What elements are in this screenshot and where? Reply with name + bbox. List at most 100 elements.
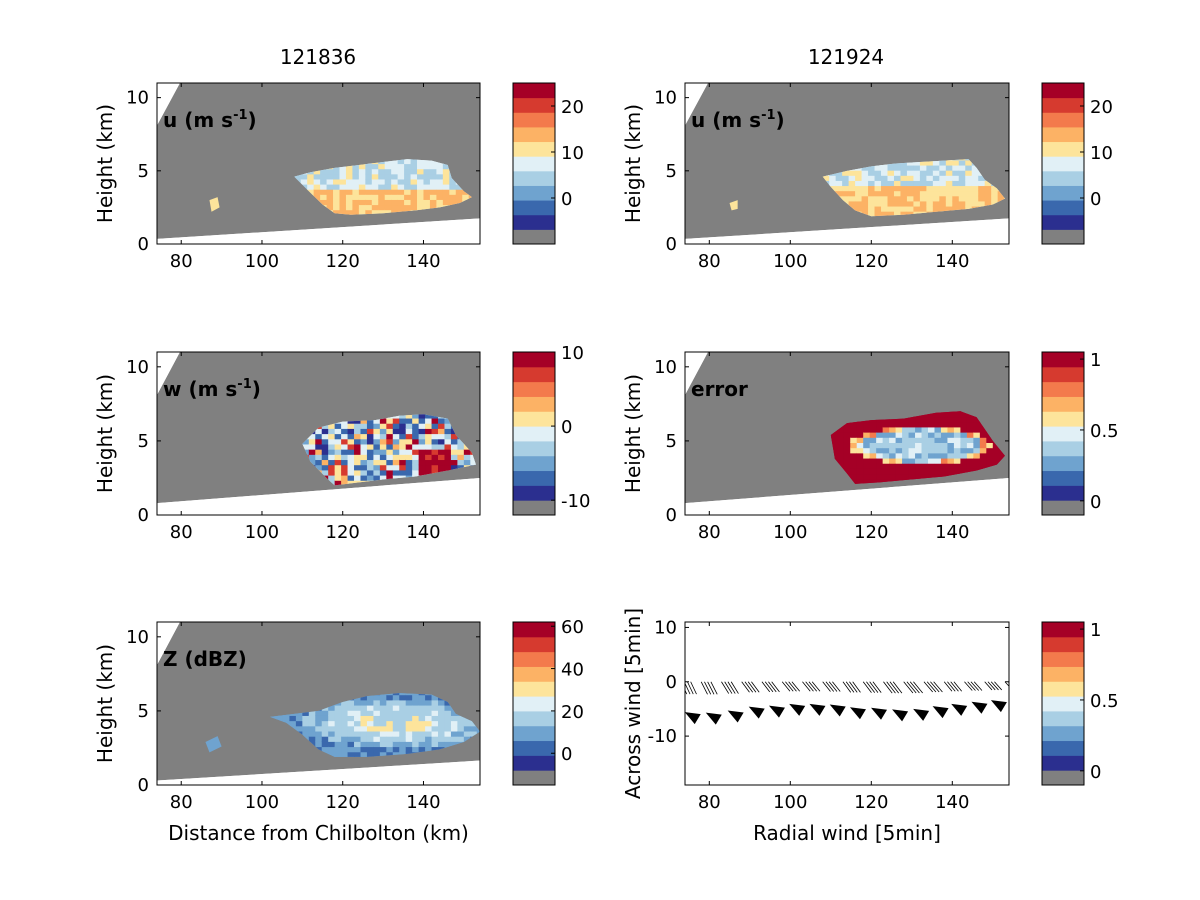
wind-vector-head [809, 703, 826, 716]
wind-vector-line [990, 681, 999, 691]
wind-vector-head [932, 706, 949, 719]
x-tick-label: 140 [935, 251, 969, 272]
plot-area-vec [685, 681, 1022, 725]
wind-vector-head [971, 701, 988, 714]
wind-vector-line [883, 681, 893, 694]
y-tick-label: 5 [666, 161, 677, 182]
x-tick-label: 140 [935, 792, 969, 813]
colorbar-segment [513, 126, 555, 143]
colorbar-tick-label: 0 [561, 189, 572, 210]
above-beam [685, 83, 709, 126]
wind-vector-line [768, 681, 777, 693]
colorbar-tick-label: 0 [1090, 492, 1101, 513]
y-tick-label: 0 [138, 775, 149, 796]
colorbar-segment [1042, 710, 1084, 727]
colorbar-frame [512, 621, 556, 786]
y-axis-label: Height (km) [621, 104, 645, 223]
wind-vector-head [913, 708, 930, 721]
colorbar-frame [1041, 621, 1085, 786]
wind-vector-line [913, 681, 923, 694]
colorbar-segment [513, 229, 555, 245]
annotation-tail: ) [248, 108, 257, 132]
wind-vector-line [744, 681, 754, 693]
x-tick-label: 100 [245, 251, 279, 272]
colorbar-segment [513, 185, 555, 201]
wind-vector-head [829, 704, 846, 717]
small-echo [209, 197, 220, 212]
colorbar-segment [1042, 666, 1084, 682]
plot-area-err [685, 352, 1009, 515]
wind-vector-line [747, 681, 757, 693]
colorbar-segment [513, 411, 555, 427]
colorbar-segment [513, 710, 555, 727]
above-beam [685, 352, 709, 395]
colorbar-segment [513, 455, 555, 472]
x-tick-label: 80 [170, 522, 193, 543]
wind-vector-line [906, 681, 917, 694]
colorbar-segment [1042, 97, 1084, 113]
colorbar-tick-label: 0.5 [1090, 691, 1119, 712]
colorbar-tick-label: 20 [1090, 97, 1113, 118]
y-tick-label: 10 [654, 357, 677, 378]
y-axis-label: Height (km) [93, 644, 117, 763]
wind-vector-line [710, 681, 718, 695]
wind-vector-line [994, 681, 1003, 691]
annotation-superscript: -1 [761, 108, 775, 123]
wind-vector-line [842, 681, 852, 693]
wind-vector-line [892, 681, 903, 694]
x-tick-label: 120 [326, 792, 360, 813]
wind-vector-head [892, 709, 909, 722]
wind-vector-line [947, 681, 956, 692]
colorbar-frame [1041, 82, 1085, 245]
colorbar-tick-label: 20 [561, 97, 584, 118]
y-tick-label: 0 [138, 234, 149, 255]
y-tick-label: 5 [138, 701, 149, 722]
colorbar-segment [513, 352, 555, 368]
wind-vector-head [789, 703, 806, 716]
colorbar-segment [513, 156, 555, 172]
colorbar-segment [1042, 755, 1084, 771]
wind-vector-head [951, 703, 968, 716]
wind-vector-line [886, 681, 896, 694]
x-tick-label: 80 [698, 522, 721, 543]
x-tick-label: 120 [326, 251, 360, 272]
wind-vector-line [845, 681, 855, 693]
colorbar-segment [1042, 485, 1084, 501]
plot-area-u2 [685, 83, 1009, 244]
colorbar-segment [1042, 651, 1084, 667]
wind-vector-line [926, 681, 937, 693]
colorbar-segment [513, 500, 555, 516]
wind-vector-line [1004, 681, 1009, 687]
wind-vector-line [687, 681, 694, 695]
x-tick-label: 100 [245, 792, 279, 813]
colorbar-segment [1042, 411, 1084, 427]
y-tick-label: 0 [666, 672, 677, 693]
wind-vector-head [685, 712, 701, 725]
wind-vector-line [1015, 682, 1022, 689]
below-beam [157, 760, 480, 785]
x-tick-label: 80 [170, 251, 193, 272]
colorbar-segment [513, 485, 555, 501]
colorbar-segment [1042, 200, 1084, 216]
colorbar-segment [1042, 83, 1084, 99]
y-tick-label: 10 [654, 617, 677, 638]
plot-area-z [157, 622, 480, 785]
x-tick-label: 140 [406, 522, 440, 543]
colorbar-segment [1042, 455, 1084, 472]
above-beam [157, 83, 180, 126]
wind-vector-line [849, 681, 858, 693]
wind-vector-line [781, 681, 791, 692]
column-title-right: 121924 [808, 45, 884, 69]
x-tick-label: 120 [854, 251, 888, 272]
colorbar-segment [513, 97, 555, 113]
colorbar-segment [1042, 126, 1084, 143]
y-tick-label: 10 [654, 88, 677, 109]
wind-vector-line [987, 681, 996, 691]
axes-frame [684, 82, 1010, 245]
x-tick-label: 140 [406, 792, 440, 813]
colorbar-segment [1042, 185, 1084, 201]
